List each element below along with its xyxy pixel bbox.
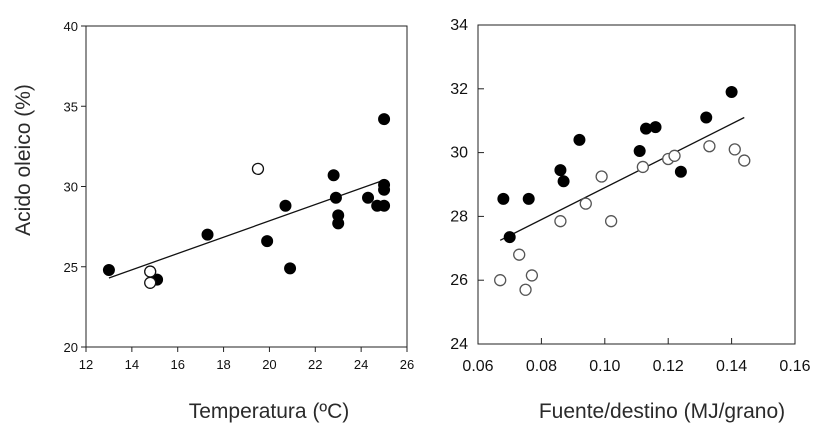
x-tick-label: 18 [216,357,230,372]
x-tick-label: 0.16 [779,358,810,375]
scatter-chart-temperature: 12 14 16 18 20 22 24 26 20 25 30 35 40 Temperatura (º… [12,19,414,423]
y-tick-label: 40 [64,19,78,34]
data-point-filled [332,217,345,230]
data-point-open [668,149,681,162]
x-tick-label: 24 [354,357,368,372]
trend-line [108,179,385,279]
data-point-filled [329,191,342,204]
data-point-filled [554,164,567,177]
scatter-chart-source-sink: 0.06 0.08 0.10 0.12 0.14 0.16 24 26 28 30 32 34 Fuen… [450,17,810,423]
data-point-open [144,265,157,278]
data-point-open [144,276,157,289]
data-point-filled [327,169,340,182]
data-point-open [728,143,741,156]
y-axis-title: Acido oleico (%) [12,84,35,236]
data-point-filled [649,121,662,134]
y-tick-label: 24 [450,336,468,353]
x-tick-label: 14 [125,357,139,372]
data-point-filled [503,231,516,244]
y-tick-label: 25 [64,260,78,275]
x-tick-label: 0.12 [653,358,684,375]
x-axis-title: Fuente/destino (MJ/grano) [539,400,785,423]
data-point-filled [378,199,391,212]
x-tick-label: 20 [262,357,276,372]
y-tick-label: 35 [64,99,78,114]
x-tick-label: 0.06 [462,358,493,375]
x-tick-label: 0.14 [716,358,747,375]
data-point-filled [573,133,586,146]
data-point-open [703,140,716,153]
x-tick-label: 12 [79,357,93,372]
data-point-filled [378,183,391,196]
x-tick-label: 16 [170,357,184,372]
x-tick-label: 26 [400,357,414,372]
data-point-open [494,274,507,287]
data-point-open [636,160,649,174]
data-point-filled [362,191,375,204]
data-point-filled [700,111,713,124]
data-point-open [738,154,751,167]
data-point-filled [102,263,115,276]
data-point-filled [497,192,510,205]
plot-frame [477,24,796,345]
data-point-open [604,215,618,228]
data-point-open [251,162,265,175]
data-point-open [513,248,526,261]
data-point-open [525,269,539,282]
data-point-filled [557,175,570,188]
data-point-filled [279,199,292,212]
y-tick-label: 30 [64,180,78,195]
x-axis-title: Temperatura (ºC) [189,400,350,423]
data-point-open [595,170,608,183]
y-tick-label: 34 [450,17,468,34]
data-point-filled [674,165,687,178]
data-point-open [579,197,592,210]
data-point-open [554,215,567,228]
data-point-filled [378,113,391,126]
data-point-open [519,283,532,296]
data-point-filled [284,262,297,275]
y-tick-label: 20 [64,340,78,355]
x-tick-label: 0.10 [589,358,620,375]
data-point-filled [201,228,214,241]
trend-line [499,116,745,241]
plot-frame [85,25,408,348]
y-tick-label: 28 [450,208,468,225]
y-tick-label: 32 [450,81,468,98]
y-tick-label: 30 [450,145,468,162]
y-tick-label: 26 [450,272,468,289]
data-point-filled [725,85,738,98]
x-tick-label: 0.08 [526,358,557,375]
data-point-filled [633,145,646,158]
data-point-filled [522,192,535,205]
x-tick-label: 22 [308,357,322,372]
data-point-filled [261,235,274,248]
